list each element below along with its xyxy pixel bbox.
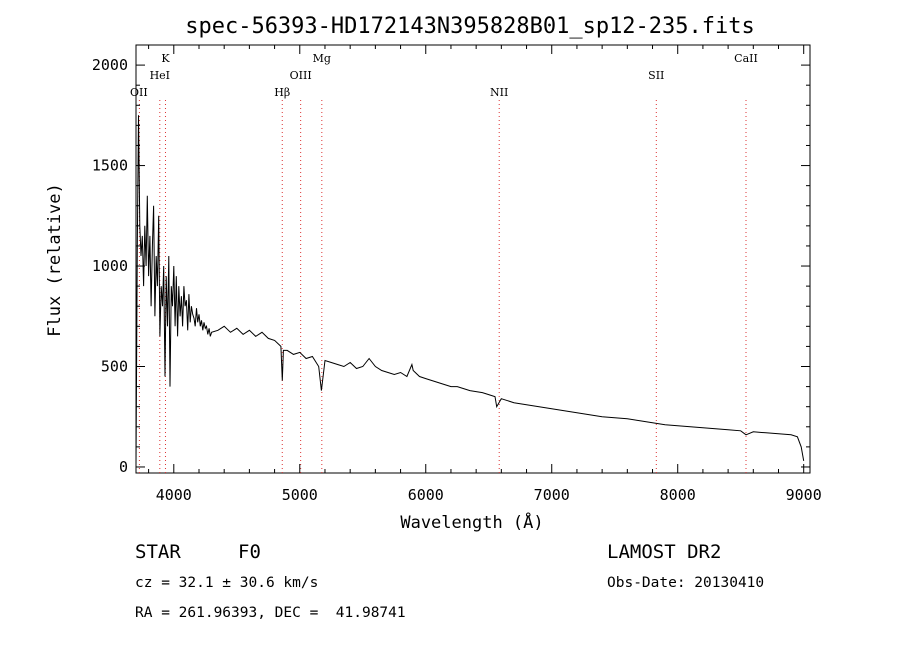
subclass-label: F0 [238,541,261,563]
plot-frame [135,44,811,474]
y-tick-label: 1500 [92,157,128,175]
line-label-k: K [161,52,170,65]
x-tick-label: 7000 [534,486,570,504]
line-label-caii: CaII [734,52,758,65]
class-label: STAR [135,541,181,563]
line-label-oii: OII [130,86,148,99]
y-tick-label: 1000 [92,257,128,275]
x-tick-label: 4000 [156,486,192,504]
line-label-sii: SII [648,69,664,82]
x-tick-label: 8000 [660,486,696,504]
coords-text: RA = 261.96393, DEC = 41.98741 [135,605,406,621]
axis-ticks: 4000 5000 6000 7000 8000 9000 0 500 1000 1500 2000 [92,45,822,504]
survey-label: LAMOST DR2 [607,541,722,563]
y-tick-label: 2000 [92,56,128,74]
line-label-hβ: Hβ [274,86,290,99]
line-label-nii: NII [490,86,508,99]
y-tick-label: 0 [119,458,128,476]
chart-title: spec-56393-HD172143N395828B01_sp12-235.f… [185,14,755,39]
line-label-mg: Mg [313,52,331,65]
spectrum-series [135,115,805,466]
line-label-hei: HeI [150,69,170,82]
y-tick-label: 500 [101,358,128,376]
x-tick-label: 5000 [282,486,318,504]
x-axis-label: Wavelength (Å) [400,511,543,533]
x-tick-label: 6000 [408,486,444,504]
cz-text: cz = 32.1 ± 30.6 km/s [135,575,319,591]
y-axis-label: Flux (relative) [45,183,65,337]
x-tick-label: 9000 [786,486,822,504]
line-label-oiii: OIII [290,69,312,82]
obs-date-text: Obs-Date: 20130410 [607,575,765,591]
